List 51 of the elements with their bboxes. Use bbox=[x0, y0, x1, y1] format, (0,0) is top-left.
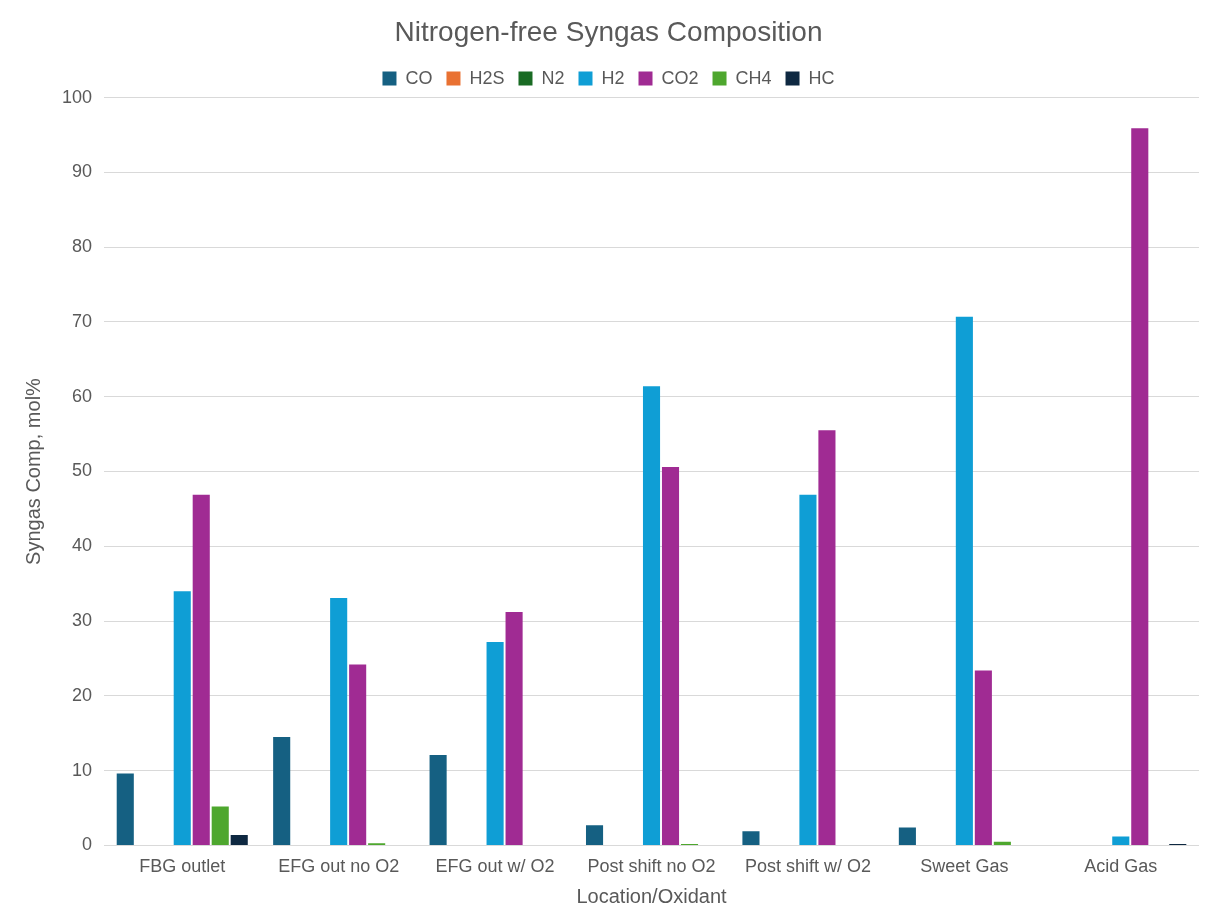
chart-title: Nitrogen-free Syngas Composition bbox=[394, 15, 823, 47]
x-tick-label: FBG outlet bbox=[139, 856, 226, 877]
bar bbox=[486, 642, 504, 845]
y-tick-label: 30 bbox=[72, 610, 93, 631]
bar bbox=[974, 670, 992, 845]
bar bbox=[116, 773, 134, 845]
y-tick-label: 50 bbox=[72, 460, 93, 481]
bar bbox=[1112, 836, 1130, 845]
bar bbox=[898, 827, 916, 845]
x-tick-label: Sweet Gas bbox=[920, 856, 1009, 877]
legend-label: H2S bbox=[469, 67, 505, 88]
bar bbox=[173, 591, 191, 845]
legend-label: N2 bbox=[541, 67, 565, 88]
bar bbox=[330, 597, 348, 845]
legend-label: H2 bbox=[601, 67, 625, 88]
y-axis-title: Syngas Comp, mol% bbox=[21, 377, 44, 565]
bar bbox=[349, 664, 367, 845]
x-axis-title: Location/Oxidant bbox=[576, 884, 727, 907]
x-tick-label: EFG out no O2 bbox=[278, 856, 400, 877]
bar bbox=[505, 612, 523, 845]
y-tick-label: 40 bbox=[72, 535, 93, 556]
bar bbox=[818, 430, 836, 845]
y-tick-label: 80 bbox=[72, 236, 93, 257]
x-tick-label: Post shift no O2 bbox=[587, 856, 716, 877]
x-tick-label: Acid Gas bbox=[1084, 856, 1158, 877]
y-tick-label: 0 bbox=[82, 834, 93, 855]
y-tick-label: 60 bbox=[72, 385, 93, 406]
legend-label: HC bbox=[808, 67, 835, 88]
y-tick-label: 10 bbox=[72, 759, 93, 780]
legend-label: CH4 bbox=[735, 67, 772, 88]
bar bbox=[192, 494, 210, 845]
bar bbox=[230, 834, 248, 845]
y-tick-label: 100 bbox=[61, 86, 93, 107]
bar bbox=[585, 825, 604, 845]
bar bbox=[993, 841, 1011, 845]
bar bbox=[742, 831, 760, 845]
bar bbox=[799, 494, 817, 845]
bar bbox=[642, 386, 661, 845]
bar bbox=[429, 754, 447, 845]
x-tick-label: EFG out w/ O2 bbox=[435, 856, 555, 877]
bar bbox=[955, 316, 973, 845]
y-tick-label: 70 bbox=[72, 310, 93, 331]
legend-label: CO2 bbox=[661, 67, 699, 88]
bar bbox=[211, 806, 229, 845]
bar bbox=[1131, 128, 1149, 845]
x-tick-label: Post shift w/ O2 bbox=[744, 856, 871, 877]
bar bbox=[273, 736, 291, 845]
bar bbox=[661, 467, 680, 845]
y-tick-label: 20 bbox=[72, 684, 93, 705]
y-tick-label: 90 bbox=[72, 161, 93, 182]
legend-label: CO bbox=[405, 67, 433, 88]
